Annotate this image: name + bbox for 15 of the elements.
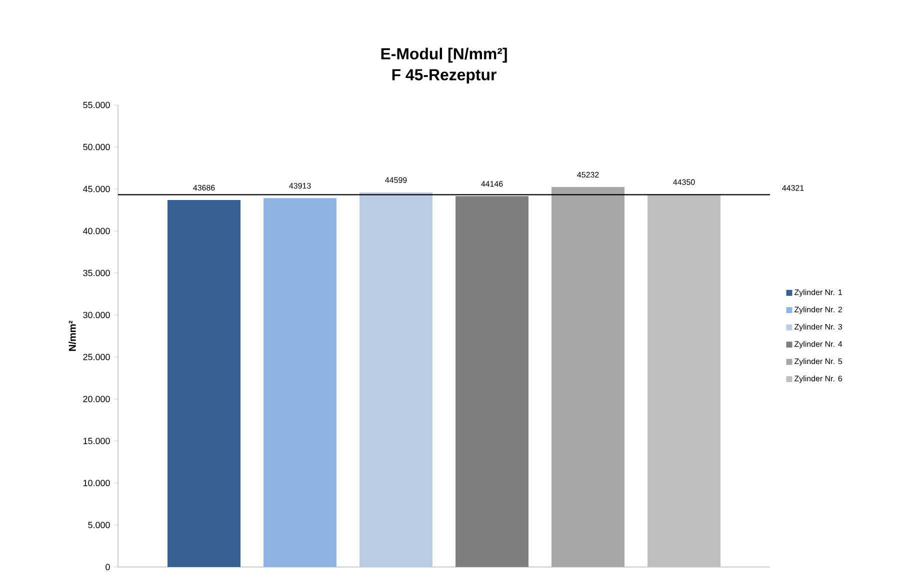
- y-tick-label: 10.000: [83, 480, 110, 486]
- y-tick-label: 50.000: [83, 144, 110, 150]
- y-axis-title: N/mm²: [68, 320, 76, 351]
- y-tick-label: 20.000: [83, 396, 110, 402]
- y-tick-label: 30.000: [83, 312, 110, 318]
- y-tick-label: 15.000: [83, 438, 110, 444]
- y-tick-label: 0: [106, 564, 110, 570]
- y-tick-label: 25.000: [83, 354, 110, 360]
- y-tick-label: 35.000: [83, 270, 110, 276]
- y-tick-label: 5.000: [88, 522, 110, 528]
- chart-subtitle: F 45-Rezeptur: [392, 69, 496, 84]
- y-tick-label: 55.000: [83, 102, 110, 108]
- y-tick-label: 45.000: [83, 186, 110, 192]
- chart-title: E-Modul [N/mm²]: [381, 48, 507, 63]
- y-tick-label: 40.000: [83, 228, 110, 234]
